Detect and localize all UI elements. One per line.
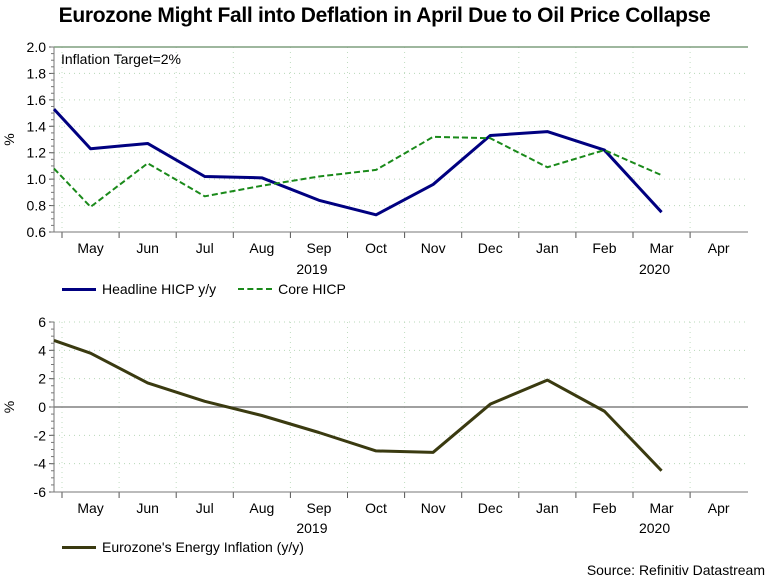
inflation-target-annotation: Inflation Target=2%	[61, 51, 181, 67]
x-month-label: Apr	[708, 500, 730, 516]
x-month-label: Dec	[478, 240, 503, 256]
x-month-label: Aug	[249, 240, 274, 256]
x-month-label: Jan	[536, 500, 559, 516]
legend-label-headline: Headline HICP y/y	[102, 281, 217, 297]
legend-swatch-headline	[62, 287, 96, 291]
x-month-label: Jan	[536, 240, 559, 256]
series-line-core-hicp	[53, 135, 662, 208]
x-month-label: Jun	[136, 500, 159, 516]
y-axis-label: %	[1, 133, 17, 145]
legend-item-core: Core HICP	[238, 281, 346, 297]
x-month-label: Aug	[249, 500, 274, 516]
legend-swatch-energy	[62, 545, 96, 549]
source-note: Source: Refinitiv Datastream	[586, 562, 765, 578]
x-month-label: Jun	[136, 240, 159, 256]
x-month-label: May	[77, 240, 103, 256]
x-month-label: Feb	[592, 500, 616, 516]
top-legend: Headline HICP y/y Core HICP	[62, 281, 368, 297]
y-tick-label: -6	[34, 484, 47, 500]
x-month-label: May	[77, 500, 103, 516]
series-line-eurozone-s-energy-inflation-y-y-	[53, 339, 663, 472]
y-tick-label: 2	[38, 371, 46, 387]
x-month-label: Mar	[649, 500, 673, 516]
legend-item-energy: Eurozone's Energy Inflation (y/y)	[62, 539, 304, 555]
legend-swatch-core	[238, 288, 273, 290]
legend-label-core: Core HICP	[278, 281, 346, 297]
x-month-label: Dec	[478, 500, 503, 516]
x-month-label: Jul	[196, 240, 214, 256]
x-year-label: 2019	[296, 520, 327, 536]
x-month-label: Nov	[421, 240, 446, 256]
y-tick-label: 2.0	[27, 39, 47, 55]
x-month-label: Sep	[306, 500, 331, 516]
chart-title: Eurozone Might Fall into Deflation in Ap…	[58, 4, 711, 27]
y-tick-label: 0.8	[27, 198, 47, 214]
y-tick-label: 0	[38, 399, 46, 415]
bottom-legend: Eurozone's Energy Inflation (y/y)	[62, 539, 326, 555]
x-year-label: 2020	[639, 261, 670, 277]
x-year-label: 2019	[296, 261, 327, 277]
legend-item-headline: Headline HICP y/y	[62, 281, 216, 297]
y-axis-label: %	[1, 401, 17, 413]
top-chart: 2.0 1.8 1.6 1.4 1.2 1.0 0.8 0.6 May Jun Jul Aug Sep O…	[1, 39, 748, 277]
x-month-label: Nov	[421, 500, 446, 516]
y-tick-label: 1.0	[27, 171, 47, 187]
y-tick-label: 4	[38, 342, 46, 358]
x-year-label: 2020	[639, 520, 670, 536]
x-month-label: Oct	[365, 500, 387, 516]
x-month-label: Oct	[365, 240, 387, 256]
y-tick-label: -4	[34, 456, 47, 472]
y-tick-label: 6	[38, 314, 46, 330]
legend-label-energy: Eurozone's Energy Inflation (y/y)	[102, 539, 304, 555]
y-tick-label: 1.8	[27, 65, 47, 81]
y-tick-label: 0.6	[27, 224, 47, 240]
y-tick-label: 1.6	[27, 92, 47, 108]
x-month-label: Apr	[708, 240, 730, 256]
y-tick-label: 1.2	[27, 145, 47, 161]
bottom-chart: 6 4 2 0 -2 -4 -6 May Jun Jul Aug Sep Oct Nov Dec Jan Feb…	[1, 314, 748, 536]
y-tick-label: 1.4	[27, 118, 47, 134]
x-month-label: Sep	[306, 240, 331, 256]
y-tick-label: -2	[34, 427, 47, 443]
x-month-label: Feb	[592, 240, 616, 256]
x-month-label: Mar	[649, 240, 673, 256]
series-line-headline-hicp-y-y	[52, 108, 663, 217]
x-month-label: Jul	[196, 500, 214, 516]
